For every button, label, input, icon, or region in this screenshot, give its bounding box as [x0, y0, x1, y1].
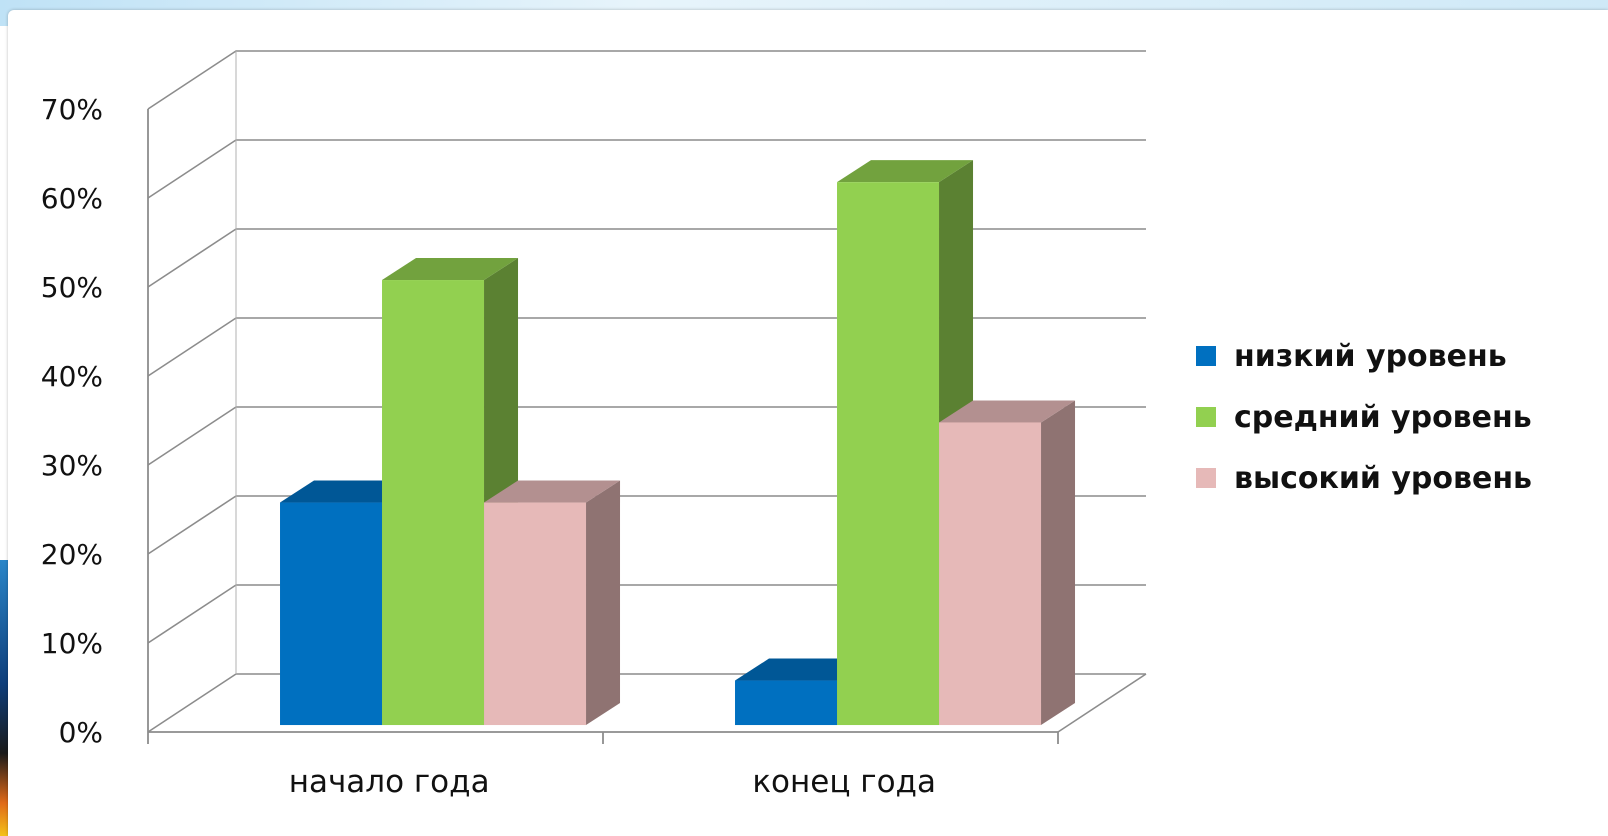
axes: [147, 109, 1059, 744]
x-category-label: начало года: [289, 764, 490, 800]
y-tick-label: 60%: [41, 182, 103, 215]
legend: низкий уровень средний уровень высокий уро…: [1196, 339, 1532, 496]
bar: [382, 280, 485, 726]
legend-label: средний уровень: [1234, 400, 1532, 435]
legend-label: низкий уровень: [1234, 339, 1507, 374]
legend-swatch: [1196, 346, 1216, 366]
bar-top: [484, 480, 621, 503]
y-tick-label: 50%: [41, 271, 103, 304]
y-tick-label: 20%: [41, 538, 103, 571]
bar-top: [837, 160, 974, 183]
bar: [735, 680, 838, 726]
bar-side: [1041, 400, 1076, 726]
bar: [484, 502, 587, 726]
bar-top: [382, 258, 519, 281]
legend-swatch: [1196, 407, 1216, 427]
side-wall: [148, 51, 236, 732]
legend-swatch: [1196, 468, 1216, 488]
bar: [280, 502, 383, 726]
legend-label: высокий уровень: [1234, 461, 1532, 496]
y-tick-label: 0%: [59, 716, 103, 749]
floor-edge: [1057, 673, 1147, 733]
y-tick-label: 10%: [41, 627, 103, 660]
bar-top: [939, 400, 1076, 423]
bar: [939, 422, 1042, 726]
bar: [837, 182, 940, 726]
bars: [280, 160, 1076, 726]
x-axis-categories: начало года конец года: [289, 764, 936, 800]
y-tick-label: 30%: [41, 449, 103, 482]
bar-side: [586, 480, 621, 726]
y-axis-ticks: 0% 10% 20% 30% 40% 50% 60% 70%: [41, 93, 103, 749]
y-tick-label: 70%: [41, 93, 103, 126]
x-category-label: конец года: [752, 764, 936, 800]
y-tick-label: 40%: [41, 360, 103, 393]
